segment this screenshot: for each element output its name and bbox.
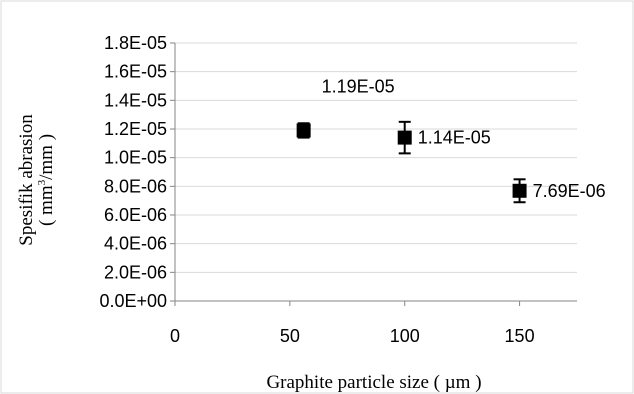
- data-points: 1.19E-05 1.14E-05 7.69E-06: [296, 76, 606, 204]
- y-tick-label: 8.0E-06: [104, 176, 167, 196]
- x-tick-label: 150: [505, 326, 535, 346]
- data-point-marker: [512, 183, 527, 198]
- gridlines: [175, 42, 577, 273]
- y-axis-title: Spesifik abrasion ( mm3/mm ): [16, 114, 57, 246]
- x-axis-title: Graphite particle size ( µm ): [266, 372, 481, 393]
- y-tick-label: 1.2E-05: [104, 119, 167, 139]
- y-axis-title-line2: ( mm3/mm ): [36, 134, 57, 226]
- y-tick-label: 0.0E+00: [99, 291, 167, 311]
- y-tick-label: 1.6E-05: [104, 62, 167, 82]
- x-tick-label: 100: [390, 326, 420, 346]
- y-axis-unit-sup: 3: [36, 179, 48, 185]
- y-tick-label: 6.0E-06: [104, 205, 167, 225]
- x-tick-labels: 0 50 100 150: [170, 326, 535, 346]
- y-tick-label: 1.8E-05: [104, 33, 167, 53]
- axes: [170, 42, 577, 306]
- data-label: 7.69E-06: [533, 181, 606, 201]
- data-point-marker: [296, 123, 311, 138]
- y-axis-unit-post: /mm ): [36, 134, 57, 180]
- y-tick-label: 1.4E-05: [104, 90, 167, 110]
- y-tick-labels: 0.0E+00 2.0E-06 4.0E-06 6.0E-06 8.0E-06 1.0E-…: [99, 33, 167, 311]
- data-label: 1.14E-05: [418, 128, 491, 148]
- y-tick-label: 2.0E-06: [104, 262, 167, 282]
- y-tick-label: 4.0E-06: [104, 234, 167, 254]
- data-label: 1.19E-05: [322, 76, 395, 96]
- x-tick-label: 50: [280, 326, 300, 346]
- data-point-marker: [397, 130, 412, 145]
- y-tick-label: 1.0E-05: [104, 148, 167, 168]
- y-axis-unit-pre: ( mm: [36, 185, 57, 226]
- x-tick-label: 0: [170, 326, 180, 346]
- y-axis-title-line1: Spesifik abrasion: [16, 114, 37, 246]
